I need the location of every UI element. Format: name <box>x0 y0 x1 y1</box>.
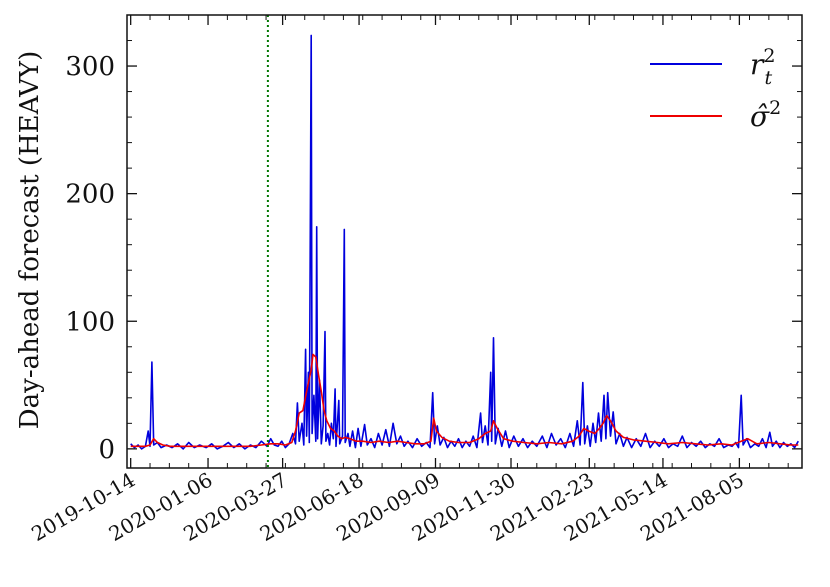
plot-frame <box>126 14 803 469</box>
y-axis: 0 100 200 300 <box>65 14 802 465</box>
y-tick-label: 300 <box>65 52 115 82</box>
y-tick-label: 100 <box>65 307 115 337</box>
series-line-2 <box>130 353 799 448</box>
legend: r2 tσ̂2 <box>650 45 781 133</box>
legend-label-2: σ̂2 <box>750 97 781 133</box>
series-layer <box>130 34 799 450</box>
y-tick-label: 0 <box>98 435 115 465</box>
y-axis-title: Day-ahead forecast (HEAVY) <box>15 51 45 429</box>
legend-label-1: r2 t <box>750 45 775 89</box>
y-tick-label: 200 <box>65 180 115 210</box>
x-axis: 2019-10-142020-01-062020-03-272020-06-18… <box>27 15 789 546</box>
plot-area <box>126 14 803 469</box>
series-line-1 <box>130 34 799 450</box>
